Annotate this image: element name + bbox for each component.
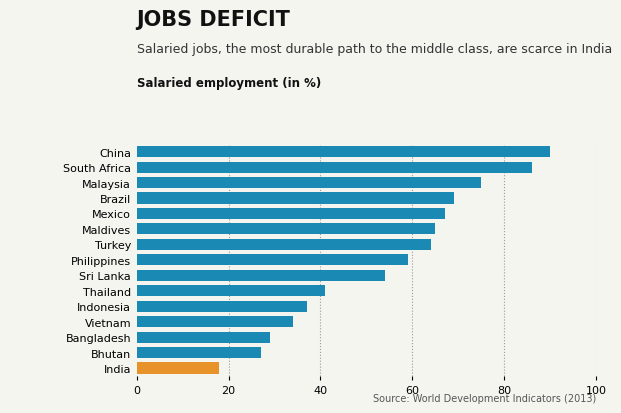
Bar bbox=[137, 224, 435, 235]
Bar bbox=[137, 301, 307, 312]
Bar bbox=[137, 332, 270, 343]
Bar bbox=[137, 162, 532, 173]
Bar bbox=[137, 363, 219, 374]
Bar bbox=[137, 270, 385, 281]
Bar bbox=[137, 147, 550, 158]
Text: Source: World Development Indicators (2013): Source: World Development Indicators (20… bbox=[373, 393, 596, 403]
Bar bbox=[137, 255, 408, 266]
Bar bbox=[137, 178, 481, 189]
Text: Salaried employment (in %): Salaried employment (in %) bbox=[137, 76, 321, 89]
Text: Salaried jobs, the most durable path to the middle class, are scarce in India: Salaried jobs, the most durable path to … bbox=[137, 43, 612, 56]
Text: JOBS DEFICIT: JOBS DEFICIT bbox=[137, 10, 291, 30]
Bar bbox=[137, 285, 325, 297]
Bar bbox=[137, 316, 293, 328]
Bar bbox=[137, 193, 454, 204]
Bar bbox=[137, 347, 261, 358]
Bar bbox=[137, 239, 431, 250]
Bar bbox=[137, 209, 445, 219]
